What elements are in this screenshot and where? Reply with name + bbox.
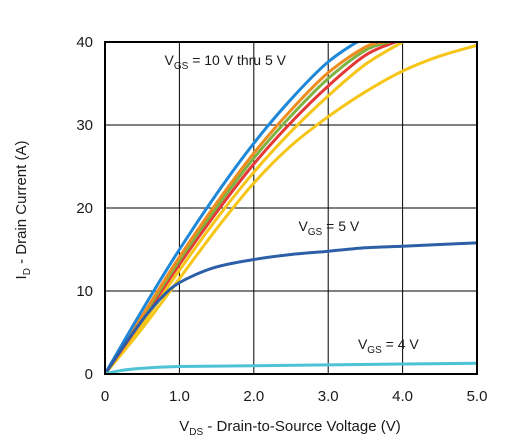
x-tick-label: 4.0	[392, 388, 413, 405]
plot-frame	[104, 41, 478, 375]
y-tick-labels: 0 10 20 30 40	[76, 34, 93, 383]
y-tick-label: 40	[76, 34, 93, 51]
y-tick-label: 0	[85, 366, 93, 383]
annotations: VGS = 10 V thru 5 V VGS = 5 V VGS = 4 V	[165, 52, 420, 356]
x-tick-label: 0	[101, 388, 109, 405]
series-line-6	[105, 42, 379, 374]
y-tick-label: 30	[76, 117, 93, 134]
series-lines	[105, 42, 477, 374]
x-tick-label: 2.0	[243, 388, 264, 405]
x-tick-label: 3.0	[318, 388, 339, 405]
x-tick-labels: 0 1.0 2.0 3.0 4.0 5.0	[101, 388, 488, 405]
x-tick-label: 5.0	[467, 388, 488, 405]
series-line-5	[105, 42, 386, 374]
x-tick-label: 1.0	[169, 388, 190, 405]
y-tick-label: 10	[76, 283, 93, 300]
series-line-7	[105, 241, 477, 374]
annotation-1: VGS = 10 V thru 5 V	[165, 52, 287, 72]
annotation-3: VGS = 4 V	[358, 336, 419, 356]
x-axis-label: VDS - Drain-to-Source Voltage (V)	[179, 418, 401, 438]
series-line-8	[105, 361, 477, 374]
grid	[105, 42, 477, 374]
y-tick-label: 20	[76, 200, 93, 217]
y-axis-label: ID - Drain Current (A)	[13, 141, 33, 280]
annotation-2: VGS = 5 V	[298, 218, 359, 238]
series-line-1	[105, 43, 477, 374]
